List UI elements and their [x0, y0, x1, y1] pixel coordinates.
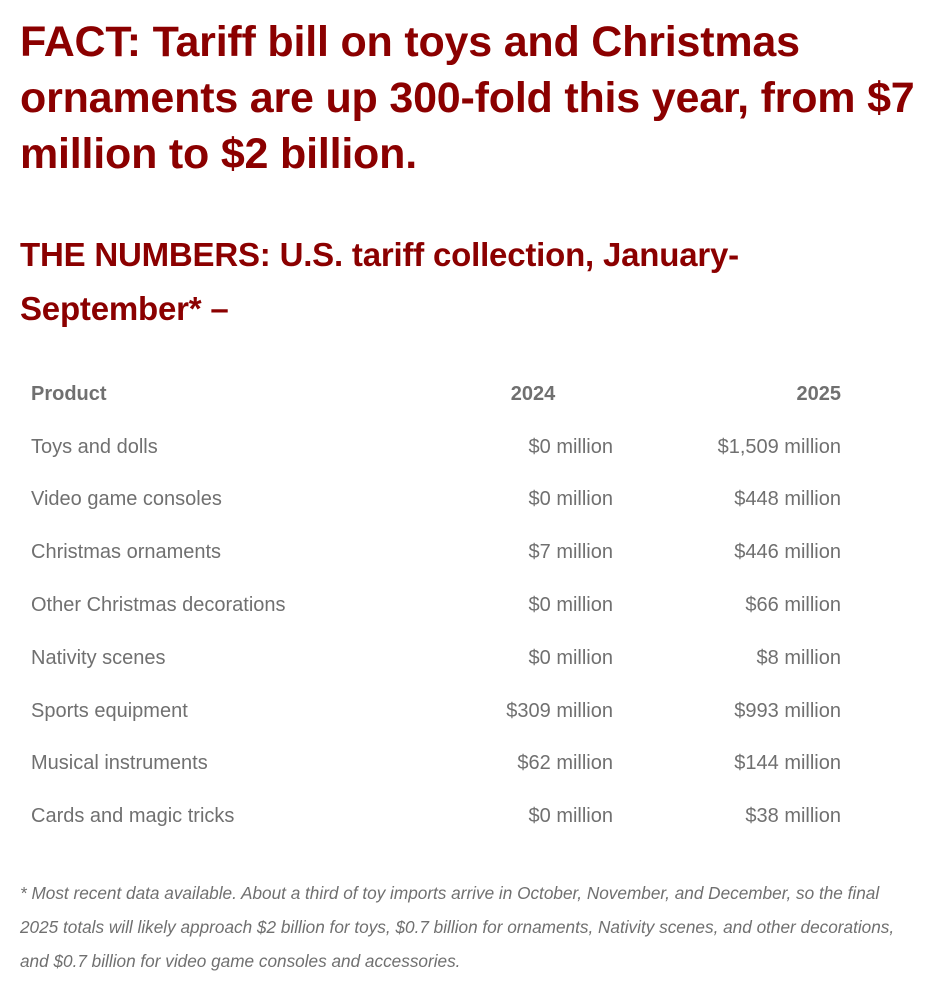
header-2025: 2025 [796, 382, 842, 405]
cell-2025: $448 million [734, 488, 841, 511]
table-row: Nativity scenes $0 million $8 million [20, 632, 852, 685]
cell-2024: $0 million [528, 488, 613, 511]
cell-product: Nativity scenes [31, 646, 166, 669]
table-row: Musical instruments $62 million $144 mil… [20, 738, 852, 791]
header-2024: 2024 [510, 382, 556, 405]
cell-2025: $38 million [745, 805, 841, 828]
table-row: Other Christmas decorations $0 million $… [20, 579, 852, 632]
cell-2025: $1,509 million [717, 435, 841, 458]
cell-2024: $62 million [517, 752, 613, 775]
cell-2024: $0 million [528, 646, 613, 669]
table-row: Toys and dolls $0 million $1,509 million [20, 421, 852, 474]
cell-product: Video game consoles [31, 488, 222, 511]
cell-2025: $8 million [756, 646, 841, 669]
cell-2024: $7 million [528, 541, 613, 564]
table-row: Cards and magic tricks $0 million $38 mi… [20, 790, 852, 843]
cell-2025: $144 million [734, 752, 841, 775]
table-row: Christmas ornaments $7 million $446 mill… [20, 526, 852, 579]
subheadline: THE NUMBERS: U.S. tariff collection, Jan… [20, 236, 739, 327]
table-row: Sports equipment $309 million $993 milli… [20, 685, 852, 738]
cell-2024: $309 million [506, 699, 613, 722]
headline: FACT: Tariff bill on toys and Christmas … [20, 18, 915, 178]
cell-product: Other Christmas decorations [31, 594, 286, 617]
cell-product: Cards and magic tricks [31, 805, 235, 828]
cell-product: Toys and dolls [31, 435, 158, 458]
cell-2024: $0 million [528, 805, 613, 828]
cell-product: Musical instruments [31, 752, 208, 775]
tariff-table: Product 2024 2025 Toys and dolls $0 mill… [20, 368, 852, 843]
cell-product: Christmas ornaments [31, 541, 222, 564]
header-product: Product [31, 382, 107, 405]
cell-2024: $0 million [528, 594, 613, 617]
table-header-row: Product 2024 2025 [20, 368, 852, 421]
cell-2025: $446 million [734, 541, 841, 564]
footnote: * Most recent data available. About a th… [20, 883, 895, 971]
table-row: Video game consoles $0 million $448 mill… [20, 474, 852, 527]
cell-product: Sports equipment [31, 699, 188, 722]
cell-2024: $0 million [528, 435, 613, 458]
cell-2025: $993 million [734, 699, 841, 722]
cell-2025: $66 million [745, 594, 841, 617]
